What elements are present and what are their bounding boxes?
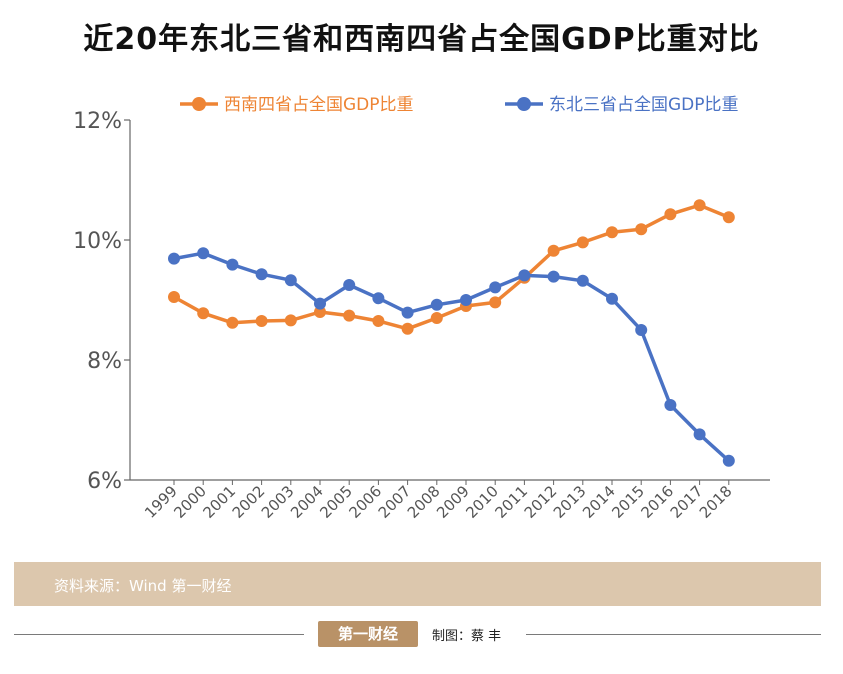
x-tick-label: 2009 <box>433 482 473 522</box>
x-tick-label: 1999 <box>141 482 181 522</box>
y-tick-label: 12% <box>73 109 122 134</box>
x-tick-label: 2002 <box>229 482 269 522</box>
data-point <box>722 211 735 224</box>
source-bar: 资料来源：Wind 第一财经 <box>14 562 821 606</box>
data-point <box>722 454 735 467</box>
data-point <box>168 291 180 303</box>
data-point <box>460 294 472 306</box>
x-tick-label: 2004 <box>287 482 327 522</box>
x-tick-label: 2017 <box>667 482 707 522</box>
series-southwest <box>168 199 735 335</box>
x-tick-label: 2000 <box>170 482 210 522</box>
chart-credit: 制图：蔡 丰 <box>432 629 502 644</box>
x-tick-label: 2003 <box>258 482 298 522</box>
footer-divider-right <box>526 634 821 635</box>
series-northeast <box>168 247 735 467</box>
data-point <box>518 269 531 282</box>
data-point <box>635 223 648 236</box>
x-tick-label: 2013 <box>550 482 590 522</box>
footer-divider-left <box>14 634 304 635</box>
y-tick-label: 10% <box>73 229 122 254</box>
legend-label: 西南四省占全国GDP比重 <box>224 95 414 115</box>
chart-title: 近20年东北三省和西南四省占全国GDP比重对比 <box>83 22 760 57</box>
data-point <box>197 307 210 320</box>
data-point <box>255 315 268 327</box>
legend: 西南四省占全国GDP比重 东北三省占全国GDP比重 <box>180 95 739 115</box>
data-point <box>693 428 706 441</box>
series-layer <box>168 199 735 467</box>
axes <box>129 120 770 481</box>
data-point <box>547 270 560 283</box>
data-point <box>664 208 677 221</box>
data-point <box>314 306 326 318</box>
data-point <box>168 252 180 265</box>
data-point <box>576 274 589 287</box>
data-point <box>401 322 414 335</box>
data-point <box>284 274 297 287</box>
data-point <box>343 309 356 322</box>
data-point <box>664 399 677 411</box>
data-point <box>372 292 385 305</box>
legend-swatch-dot <box>517 97 531 111</box>
x-tick-label: 2007 <box>375 482 415 522</box>
legend-item: 西南四省占全国GDP比重 <box>180 95 414 115</box>
x-tick-label: 2006 <box>345 482 385 522</box>
x-tick-label: 2005 <box>316 482 356 522</box>
data-point <box>576 236 589 249</box>
data-point <box>430 298 443 311</box>
legend-label: 东北三省占全国GDP比重 <box>549 95 739 115</box>
line-chart: 6%8%10%12%199920002001200220032004200520… <box>73 95 770 522</box>
footer: 第一财经 制图：蔡 丰 <box>14 620 821 648</box>
data-point <box>635 324 648 336</box>
data-point <box>197 247 210 260</box>
x-tick-label: 2011 <box>491 482 531 522</box>
data-point <box>314 297 326 310</box>
legend-swatch-dot <box>192 97 206 111</box>
data-point <box>284 314 297 327</box>
data-point <box>547 244 560 257</box>
axis-ticks: 6%8%10%12%199920002001200220032004200520… <box>73 109 736 522</box>
legend-item: 东北三省占全国GDP比重 <box>505 95 739 115</box>
x-tick-label: 2015 <box>608 482 648 522</box>
data-point <box>693 199 706 212</box>
x-tick-label: 2014 <box>579 482 619 522</box>
x-tick-label: 2008 <box>404 482 444 522</box>
series-line <box>173 203 730 331</box>
data-point <box>226 316 239 329</box>
data-point <box>226 258 239 271</box>
series-line <box>173 251 730 463</box>
x-tick-label: 2010 <box>462 482 502 522</box>
data-point <box>372 315 385 327</box>
x-tick-label: 2001 <box>199 482 239 522</box>
data-point <box>401 306 414 319</box>
y-tick-label: 6% <box>87 469 122 494</box>
data-point <box>489 281 502 294</box>
y-tick-label: 8% <box>87 349 122 374</box>
publisher-logo: 第一财经 <box>318 621 418 647</box>
data-point <box>255 268 268 281</box>
x-tick-label: 2012 <box>521 482 561 522</box>
x-tick-label: 2018 <box>696 482 736 522</box>
data-point <box>606 292 618 305</box>
x-tick-label: 2016 <box>637 482 677 522</box>
source-text: 资料来源：Wind 第一财经 <box>54 577 232 595</box>
data-point <box>430 312 443 324</box>
data-point <box>606 226 618 239</box>
data-point <box>343 279 356 291</box>
data-point <box>489 296 502 309</box>
